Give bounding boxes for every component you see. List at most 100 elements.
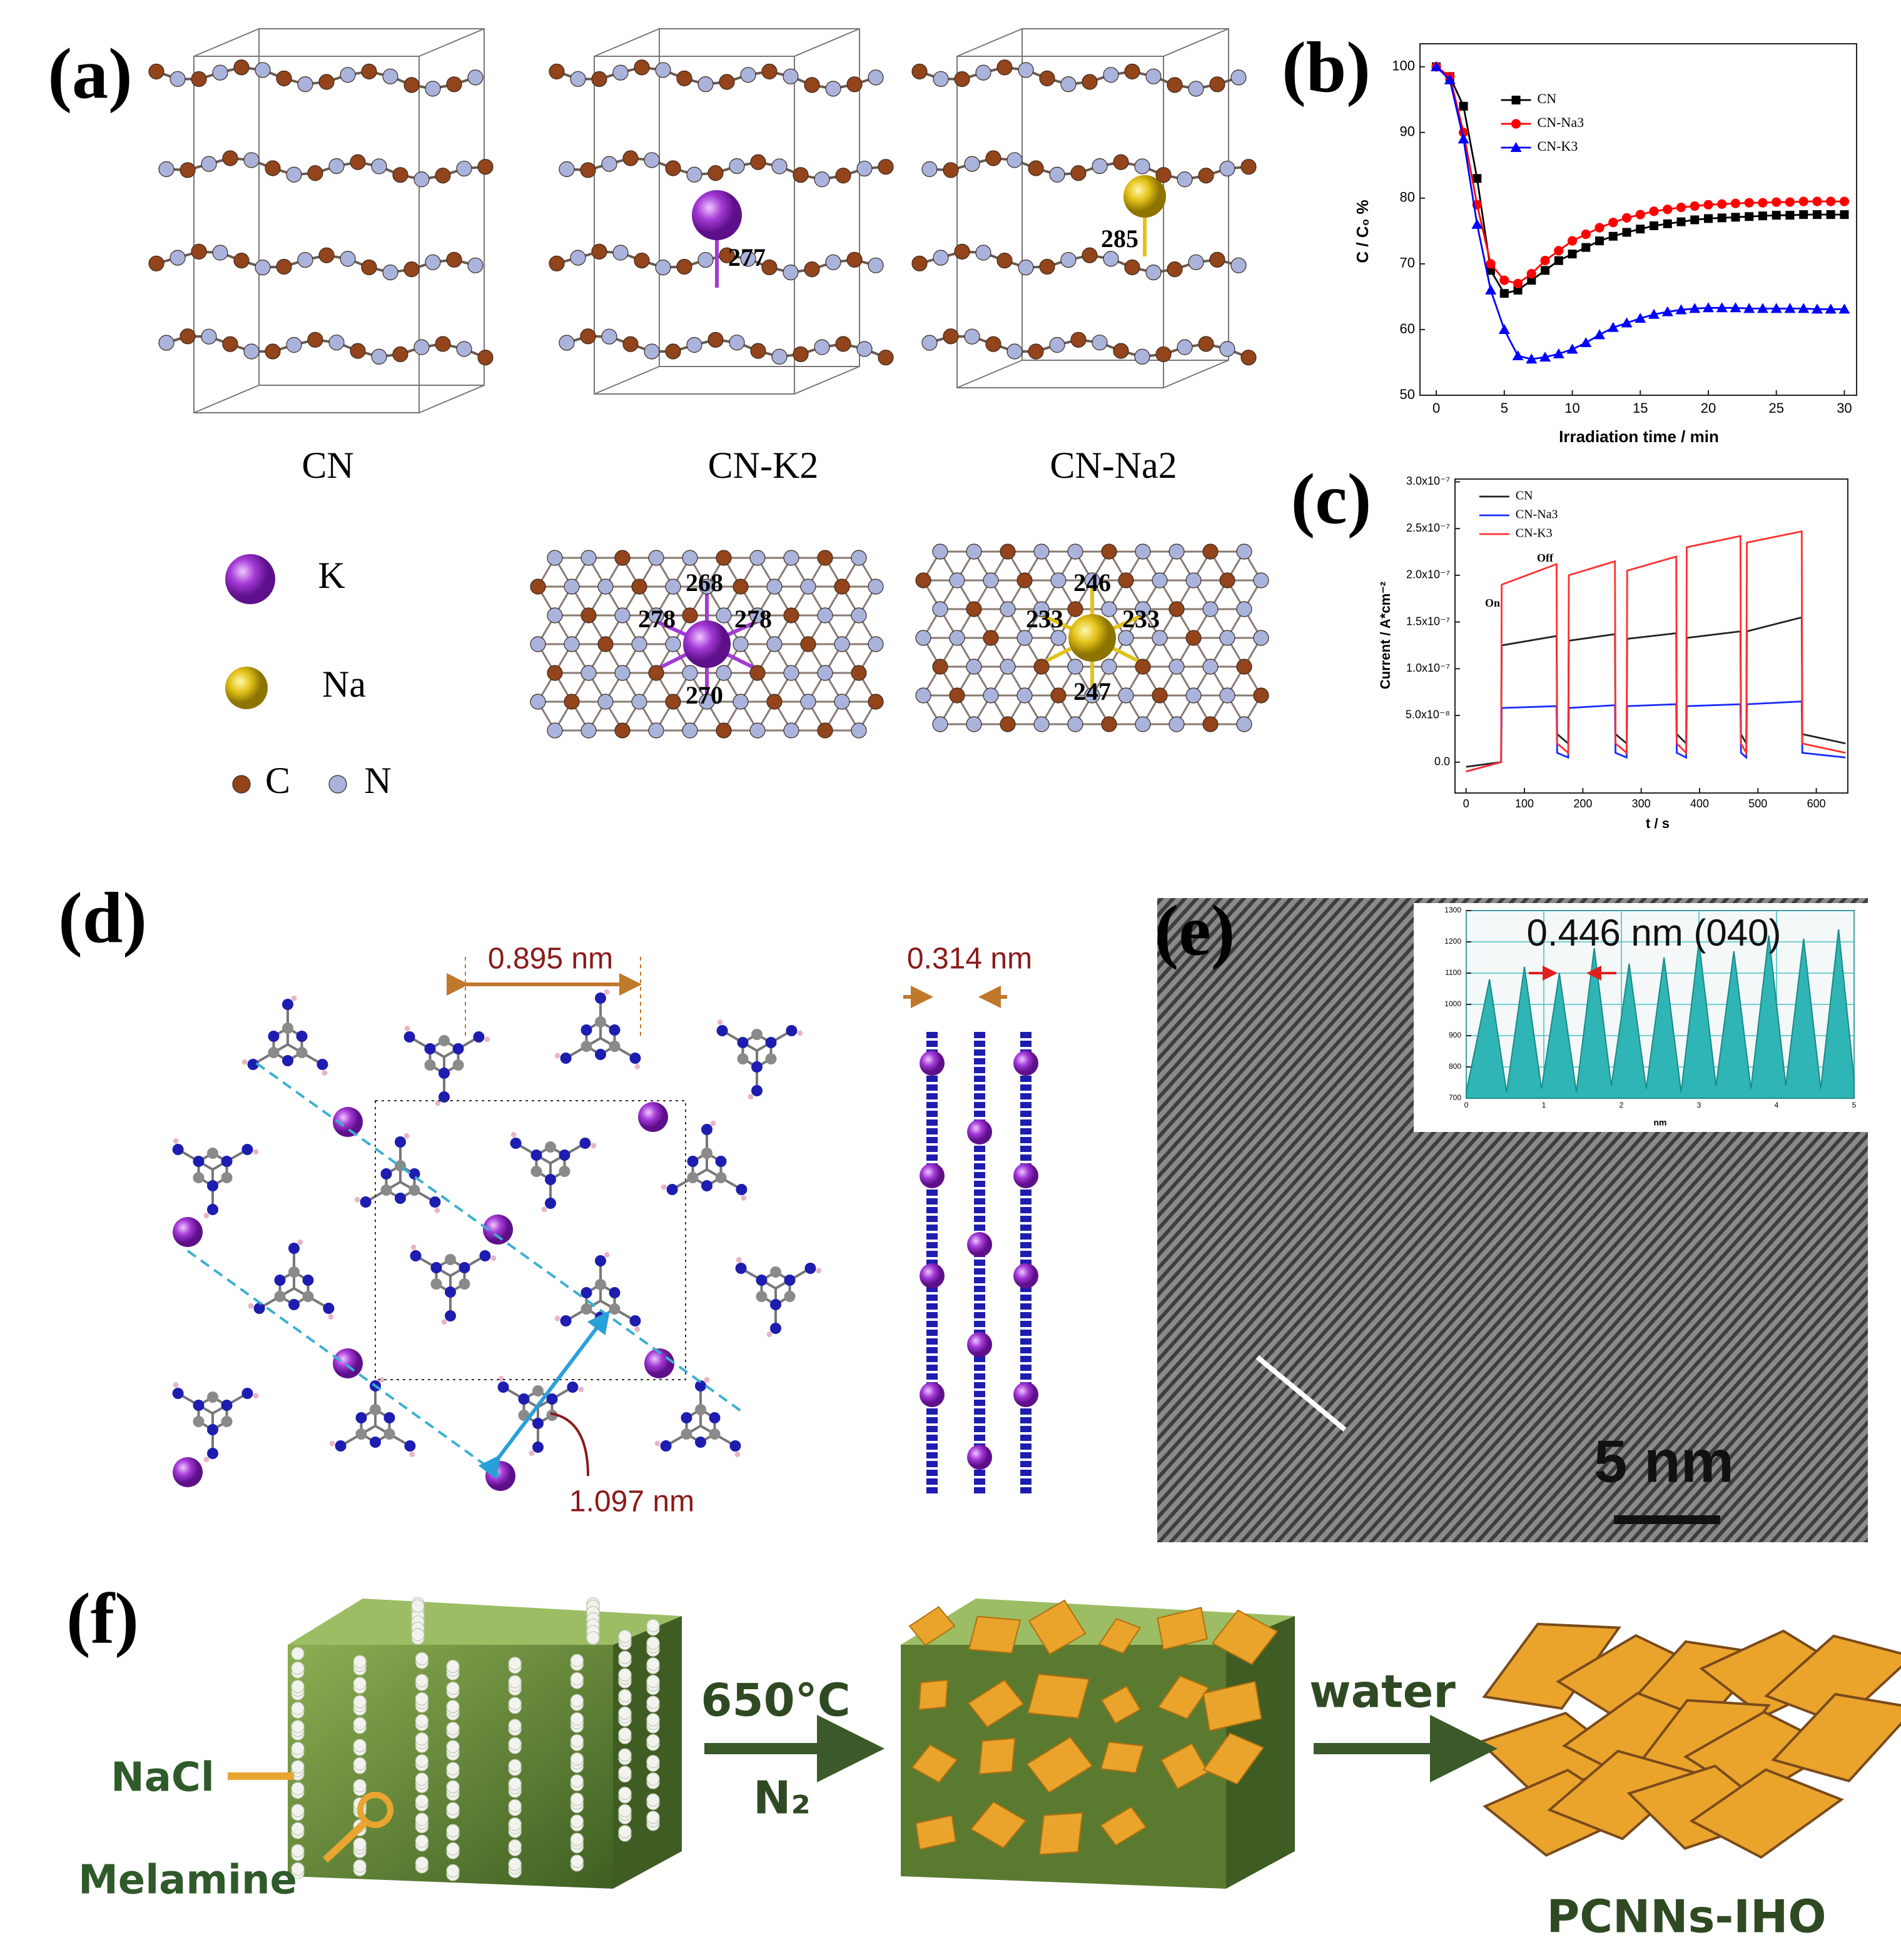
atom [296,1031,308,1042]
atom [751,1029,763,1040]
atom [1060,76,1077,93]
atom [793,167,809,183]
atom [355,1428,367,1440]
atom [318,247,335,263]
data-point [1459,101,1468,111]
atom [193,1156,205,1167]
atom [354,1196,360,1203]
y-tick-label: 5.0x10⁻⁸ [1406,709,1450,721]
atom [322,1070,328,1076]
atom [921,161,938,178]
atom [510,1138,522,1149]
atom [172,1388,184,1399]
atom [1000,659,1016,675]
atom [361,63,377,80]
cn-sheet [1038,1812,1083,1856]
atom [1028,160,1044,176]
cell-edge [1021,28,1229,361]
y-tick-label: 70 [1400,255,1415,271]
melamine-particle [646,1734,660,1747]
atom [609,1024,621,1036]
bond-length: 233 [1122,605,1160,633]
atom [580,1303,592,1315]
atom [441,1319,447,1325]
atom [716,665,732,681]
atom [612,64,629,81]
atom [452,1059,464,1071]
atom [1124,259,1140,276]
cn-sheet [1202,1680,1262,1732]
atom [371,348,387,365]
data-point [1580,336,1592,347]
atom [661,1184,667,1190]
atom [622,336,639,352]
atom [328,1314,334,1320]
melamine-particle [618,1727,632,1741]
atom [409,1452,415,1457]
melamine-particle [446,1762,460,1776]
atom [370,1404,381,1415]
atom [868,578,884,595]
melamine-particle [291,1760,305,1774]
melamine-particle [415,1856,429,1870]
atom [547,607,563,624]
cell-edge [258,28,485,386]
melamine-particle [618,1825,632,1839]
data-point [1661,306,1673,316]
melamine-particle [618,1689,632,1702]
y-tick-label: 1300 [1444,906,1461,914]
y-tick-label: 80 [1400,189,1415,205]
melamine-particle [508,1657,522,1670]
atom [856,160,873,177]
na-atom [1123,175,1166,218]
atom [749,665,766,681]
data-point [1486,266,1496,275]
data-point [1826,196,1836,206]
atom [975,245,991,261]
atom [383,1428,395,1440]
atom [911,63,928,80]
melamine-particle [570,1712,584,1726]
melamine-particle [508,1839,522,1853]
atom [954,243,970,260]
atom [1050,572,1067,589]
atom [233,252,250,269]
atom [1118,630,1134,646]
atom [614,722,631,739]
atom [766,578,783,595]
atom [595,1279,606,1290]
cn-sheet [978,1737,1016,1775]
atom [1103,67,1119,83]
atom [467,69,484,86]
atom [749,550,766,566]
data-point [1594,329,1606,340]
atom [529,1450,535,1457]
atom [413,171,430,188]
atom [695,1437,706,1448]
annotation: 0.446 nm (040) [1527,912,1782,954]
atom [1185,687,1202,704]
legend-label: CN-K3 [1516,527,1553,540]
data-point [1431,61,1442,71]
atom [1202,543,1219,560]
atom [547,550,563,566]
melamine-particle [415,1692,429,1706]
atom [580,550,597,566]
y-tick-label: 100 [1392,58,1415,74]
cn-sheet [1100,1685,1142,1725]
bond [156,66,476,90]
legend-marker [1511,119,1521,129]
cn-sheet [968,1615,1021,1654]
atom [687,1156,699,1167]
atom [717,1019,723,1025]
data-point [1785,211,1795,220]
atom [834,636,850,652]
atom [1006,343,1023,360]
atom [473,1031,485,1043]
marker-line [1255,1355,1347,1432]
data-point [1730,302,1741,313]
melamine-particle [446,1864,460,1877]
atom [736,1257,742,1263]
atom [701,1180,712,1191]
atom [207,1148,218,1159]
